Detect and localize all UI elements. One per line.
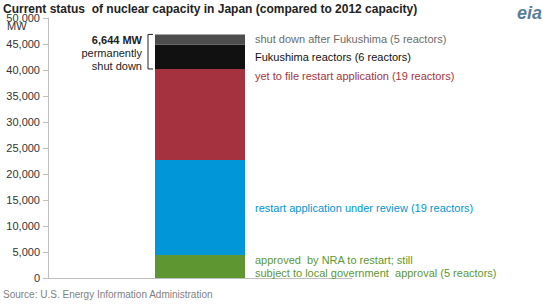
svg-text:50,000: 50,000: [6, 12, 40, 24]
svg-text:MW: MW: [7, 19, 27, 32]
svg-text:subject to local government a: subject to local government approval (5 …: [255, 267, 497, 279]
svg-text:permanently: permanently: [81, 47, 142, 59]
svg-text:10,000: 10,000: [6, 220, 40, 232]
svg-text:25,000: 25,000: [6, 142, 40, 154]
svg-text:35,000: 35,000: [6, 90, 40, 102]
svg-text:45,000: 45,000: [6, 38, 40, 50]
svg-text:6,644 MW: 6,644 MW: [92, 34, 143, 46]
svg-text:30,000: 30,000: [6, 116, 40, 128]
svg-text:restart application under revi: restart application under review (19 rea…: [255, 202, 473, 214]
svg-text:shut down after Fukushima (5 r: shut down after Fukushima (5 reactors): [255, 33, 446, 45]
svg-text:yet to file restart applicatio: yet to file restart application (19 reac…: [255, 70, 454, 82]
svg-text:shut down: shut down: [92, 60, 142, 72]
svg-text:15,000: 15,000: [6, 194, 40, 206]
svg-text:20,000: 20,000: [6, 168, 40, 180]
svg-text:Fukushima reactors (6 reactors: Fukushima reactors (6 reactors): [255, 51, 411, 63]
svg-text:40,000: 40,000: [6, 64, 40, 76]
svg-text:eia: eia: [517, 3, 542, 23]
svg-text:approved by NRA to restart; s: approved by NRA to restart; still: [255, 254, 413, 266]
svg-text:5,000: 5,000: [12, 246, 40, 258]
svg-text:0: 0: [34, 272, 40, 284]
svg-text:Current status of nuclear cap: Current status of nuclear capacity in Ja…: [3, 2, 417, 16]
svg-text:Source: U.S. Energy Informatio: Source: U.S. Energy Information Administ…: [3, 289, 213, 300]
